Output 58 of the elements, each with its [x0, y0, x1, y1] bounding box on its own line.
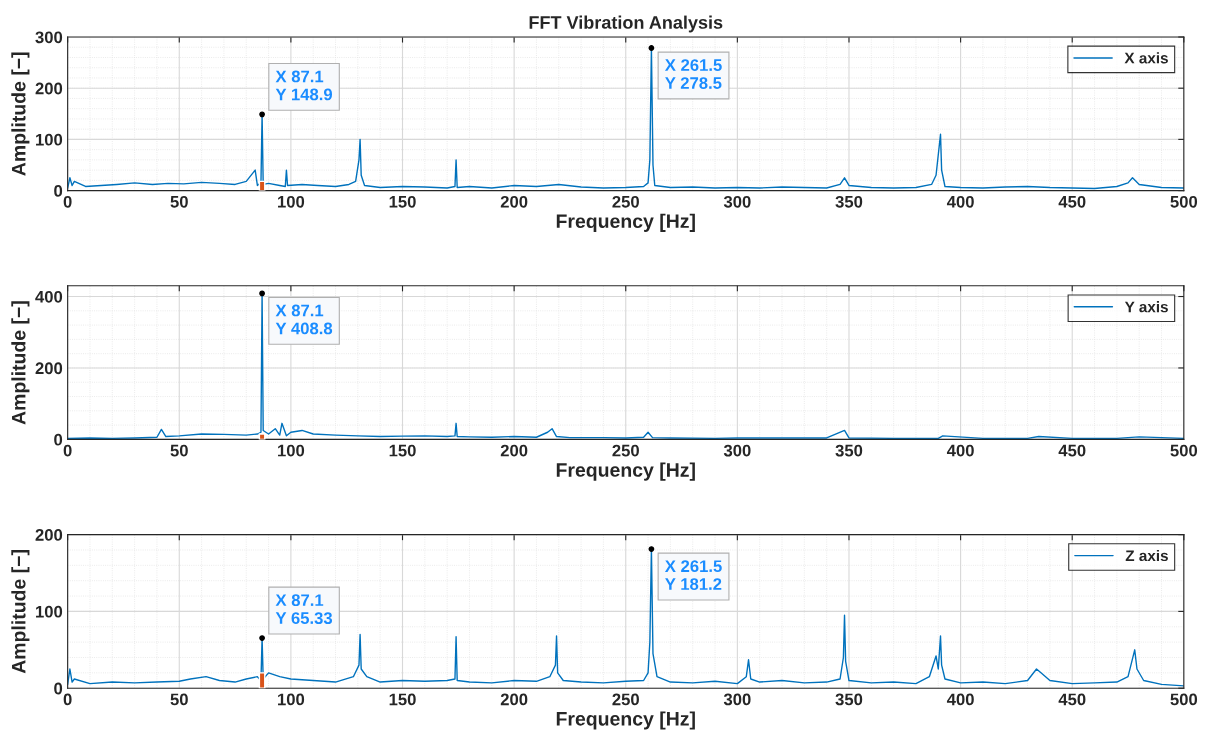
legend-label: Z axis — [1125, 549, 1168, 562]
annotation: X 87.1 Y 408.8 — [275, 304, 333, 335]
x-tick-label: 300 — [723, 693, 751, 706]
y-axis-title: Amplitude [−] — [11, 301, 30, 425]
annotation: X 261.5 Y 181.2 — [664, 560, 722, 590]
x-tick-label: 200 — [500, 693, 528, 706]
x-tick-label: 150 — [389, 693, 416, 706]
x-tick-label: 300 — [723, 444, 751, 457]
x-tick-label: 500 — [1170, 693, 1198, 706]
y-tick-label: 100 — [36, 133, 63, 146]
y-tick-label: 200 — [35, 82, 63, 95]
x-tick-label: 50 — [170, 195, 188, 208]
x-tick-label: 450 — [1058, 195, 1086, 208]
y-tick-label: 200 — [35, 529, 63, 541]
x-axis-title: Frequency [Hz] — [556, 462, 695, 481]
x-axis-title: Frequency [Hz] — [556, 213, 695, 232]
x-tick-label: 200 — [500, 195, 528, 208]
y-tick-label: 0 — [54, 184, 63, 197]
x-tick-label: 100 — [278, 693, 305, 706]
y-tick-label: 0 — [54, 682, 63, 695]
x-tick-label: 0 — [63, 693, 72, 706]
legend-label: X axis — [1124, 52, 1168, 64]
y-tick-label: 0 — [54, 433, 63, 446]
y-tick-label: 400 — [35, 290, 63, 303]
x-axis-title: Frequency [Hz] — [556, 711, 695, 730]
x-tick-label: 350 — [835, 195, 863, 208]
y-tick-label: 200 — [35, 362, 63, 375]
x-tick-label: 0 — [63, 195, 72, 208]
x-tick-label: 50 — [170, 444, 188, 457]
x-tick-label: 500 — [1170, 444, 1198, 457]
x-tick-label: 250 — [612, 444, 639, 457]
x-tick-label: 100 — [278, 195, 305, 208]
annotation: X 261.5 Y 278.5 — [664, 59, 722, 89]
legend-label: Y axis — [1124, 301, 1168, 313]
y-tick-label: 100 — [36, 605, 63, 618]
x-tick-label: 0 — [63, 444, 72, 457]
x-tick-label: 150 — [389, 444, 416, 457]
y-axis-title: Amplitude [−] — [11, 52, 30, 176]
x-tick-label: 350 — [835, 444, 863, 457]
x-tick-label: 350 — [835, 693, 863, 706]
x-tick-label: 250 — [612, 693, 639, 706]
x-tick-label: 250 — [612, 195, 639, 208]
y-axis-title: Amplitude [−] — [11, 550, 30, 674]
x-tick-label: 450 — [1058, 444, 1086, 457]
chart-title: FFT Vibration Analysis — [529, 15, 723, 33]
x-tick-label: 400 — [946, 195, 974, 208]
x-tick-label: 300 — [723, 195, 751, 208]
x-tick-label: 50 — [170, 693, 188, 706]
x-tick-label: 200 — [500, 444, 528, 457]
x-tick-label: 400 — [946, 444, 974, 457]
annotation: X 87.1 Y 148.9 — [275, 70, 333, 101]
x-tick-label: 100 — [278, 444, 305, 457]
annotation: X 87.1 Y 65.33 — [275, 594, 333, 625]
x-tick-label: 150 — [389, 195, 416, 208]
x-tick-label: 400 — [946, 693, 974, 706]
x-tick-label: 500 — [1170, 195, 1198, 208]
x-tick-label: 450 — [1058, 693, 1086, 706]
y-tick-label: 300 — [35, 31, 63, 44]
